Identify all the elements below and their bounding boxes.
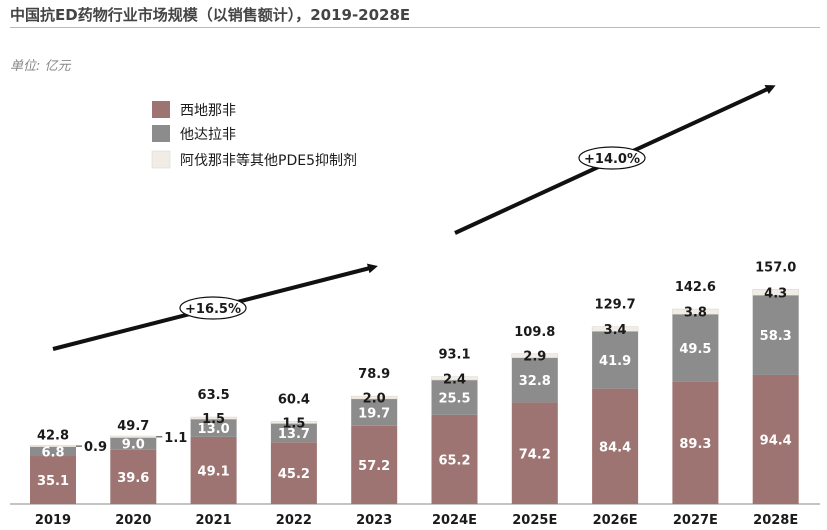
legend-label-3: 阿伐那非等其他PDE5抑制剂	[180, 152, 357, 169]
data-label-tadalafil-2028E: 58.3	[760, 329, 792, 344]
bar-segment-2023-3	[350, 395, 398, 400]
data-label-other-2019: 0.9	[84, 440, 107, 455]
data-label-sildenafil-2024E: 65.2	[438, 453, 470, 468]
bar-segment-2024E-1	[431, 414, 478, 504]
x-tick-label-2024E: 2024E	[432, 513, 477, 528]
total-label-2024E: 93.1	[438, 348, 470, 363]
data-label-tadalafil-2027E: 49.5	[679, 342, 711, 357]
bar-segment-2020-2	[110, 437, 157, 450]
legend-label-2: 他达拉非	[180, 127, 236, 143]
bar-segment-2028E-1	[752, 374, 799, 504]
data-label-sildenafil-2025E: 74.2	[519, 447, 551, 462]
bar-segment-2019-2	[30, 446, 76, 457]
cagr-label-2: +14.0%	[584, 152, 640, 167]
data-label-sildenafil-2026E: 84.4	[599, 440, 631, 455]
chart-title: 中国抗ED药物行业市场规模（以销售额计），2019-2028E	[10, 6, 411, 24]
bar-segment-2025E-1	[511, 402, 558, 504]
x-tick-label-2022: 2022	[276, 513, 312, 528]
x-tick-label-2021: 2021	[196, 513, 232, 528]
data-label-other-2021: 1.5	[202, 412, 225, 427]
legend-swatch-2	[152, 125, 170, 142]
bar-segment-2024E-3	[431, 376, 478, 381]
total-label-2028E: 157.0	[755, 260, 796, 275]
bar-segment-2028E-3	[752, 289, 799, 296]
x-tick-label-2023: 2023	[356, 513, 392, 528]
legend-label-1: 西地那非	[180, 103, 236, 119]
x-tick-label-2027E: 2027E	[673, 513, 718, 528]
bar-segment-2023-2	[351, 398, 398, 426]
bar-segment-2021-2	[190, 419, 237, 437]
total-label-2027E: 142.6	[675, 280, 716, 295]
data-label-tadalafil-2019: 6.8	[41, 445, 64, 460]
data-label-other-2022: 1.5	[282, 416, 305, 431]
data-label-sildenafil-2021: 49.1	[198, 464, 230, 479]
bar-segment-2026E-2	[592, 331, 639, 389]
bar-segment-2025E-3	[511, 353, 559, 358]
bar-segment-2020-1	[110, 449, 157, 504]
data-label-sildenafil-2027E: 89.3	[679, 437, 711, 452]
total-label-2022: 60.4	[278, 392, 310, 407]
x-tick-label-2019: 2019	[35, 513, 71, 528]
total-label-2025E: 109.8	[514, 325, 555, 340]
bar-segment-2026E-1	[592, 388, 639, 504]
legend-swatch-1	[152, 101, 170, 118]
data-label-tadalafil-2024E: 25.5	[438, 391, 470, 406]
bar-segment-2026E-3	[591, 326, 639, 332]
data-label-tadalafil-2023: 19.7	[358, 406, 390, 421]
cagr-bubble-1	[179, 296, 247, 320]
data-label-sildenafil-2022: 45.2	[278, 467, 310, 482]
data-label-tadalafil-2020: 9.0	[122, 438, 145, 453]
bar-segment-2021-3	[190, 416, 237, 420]
bar-segment-2021-1	[190, 436, 237, 504]
data-label-sildenafil-2019: 35.1	[37, 474, 69, 489]
total-label-2020: 49.7	[117, 419, 149, 434]
bar-segment-2025E-2	[511, 357, 558, 403]
data-label-other-2027E: 3.8	[684, 306, 707, 321]
cagr-label-1: +16.5%	[185, 302, 241, 317]
title-divider	[10, 27, 820, 28]
bar-segment-2027E-3	[672, 308, 719, 315]
bar-segment-2024E-2	[431, 380, 478, 415]
data-label-other-2023: 2.0	[363, 392, 386, 407]
data-label-other-2025E: 2.9	[523, 350, 546, 365]
bar-segment-2023-1	[351, 425, 398, 504]
total-label-2023: 78.9	[358, 367, 390, 382]
data-label-tadalafil-2022: 13.7	[278, 427, 310, 442]
data-label-other-2026E: 3.4	[604, 323, 627, 338]
x-tick-label-2026E: 2026E	[593, 513, 638, 528]
data-label-sildenafil-2023: 57.2	[358, 459, 390, 474]
bar-segment-2027E-1	[672, 381, 719, 504]
data-label-other-2020: 1.1	[164, 431, 187, 446]
bar-segment-2028E-2	[752, 295, 799, 375]
data-label-tadalafil-2026E: 41.9	[599, 354, 631, 369]
data-label-sildenafil-2028E: 94.4	[760, 433, 792, 448]
bar-segment-2022-1	[270, 442, 317, 504]
total-label-2026E: 129.7	[595, 298, 636, 313]
bar-segment-2019-1	[30, 456, 76, 504]
legend-swatch-3	[151, 150, 171, 169]
bar-segment-2027E-2	[672, 314, 719, 382]
bar-segment-2022-3	[270, 421, 318, 424]
cagr-bubble-2	[578, 146, 646, 170]
data-label-sildenafil-2020: 39.6	[117, 471, 149, 486]
total-label-2021: 63.5	[198, 388, 230, 403]
data-label-tadalafil-2021: 13.0	[198, 422, 230, 437]
data-label-other-2028E: 4.3	[764, 286, 787, 301]
unit-label: 单位: 亿元	[10, 59, 71, 74]
bar-segment-2022-2	[270, 423, 317, 443]
x-tick-label-2020: 2020	[115, 513, 151, 528]
data-label-other-2024E: 2.4	[443, 372, 466, 387]
total-label-2019: 42.8	[37, 428, 69, 443]
data-label-tadalafil-2025E: 32.8	[519, 374, 551, 389]
x-tick-label-2025E: 2025E	[512, 513, 557, 528]
x-tick-label-2028E: 2028E	[753, 513, 798, 528]
